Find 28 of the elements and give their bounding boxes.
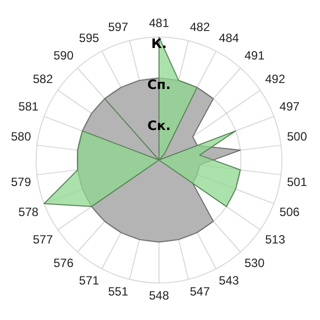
spoke-label: 579 <box>10 175 32 190</box>
spoke-label: 513 <box>265 232 286 247</box>
spoke-label: 492 <box>265 72 286 86</box>
spoke-label: 580 <box>10 130 32 144</box>
spoke-label: 582 <box>32 72 54 86</box>
spoke-label: 576 <box>53 256 74 270</box>
spoke-label: 571 <box>79 274 100 288</box>
spoke-label: 491 <box>244 48 265 63</box>
spoke-label: 581 <box>18 99 39 114</box>
spoke-label: 506 <box>280 205 300 220</box>
spoke-label: 548 <box>148 288 170 302</box>
spoke-label: 497 <box>280 99 300 114</box>
spoke-label: 597 <box>108 20 128 34</box>
spoke-label: 578 <box>18 205 39 220</box>
spoke-label: 547 <box>190 284 210 299</box>
spoke-label: 590 <box>53 48 74 63</box>
y-tick-label: Сп. <box>147 78 171 93</box>
spoke-label: 577 <box>32 232 54 247</box>
spoke-label: 595 <box>79 30 100 45</box>
spoke-label: 543 <box>218 274 240 288</box>
spoke-label: 481 <box>148 16 170 30</box>
y-tick-label: Ск. <box>147 118 171 134</box>
spoke-label: 482 <box>190 20 210 34</box>
spoke-label: 530 <box>244 256 265 270</box>
spoke-label: 500 <box>286 130 308 144</box>
spoke-label: 484 <box>218 30 240 45</box>
spoke-label: 501 <box>286 175 308 190</box>
spoke-label: 551 <box>108 284 128 299</box>
